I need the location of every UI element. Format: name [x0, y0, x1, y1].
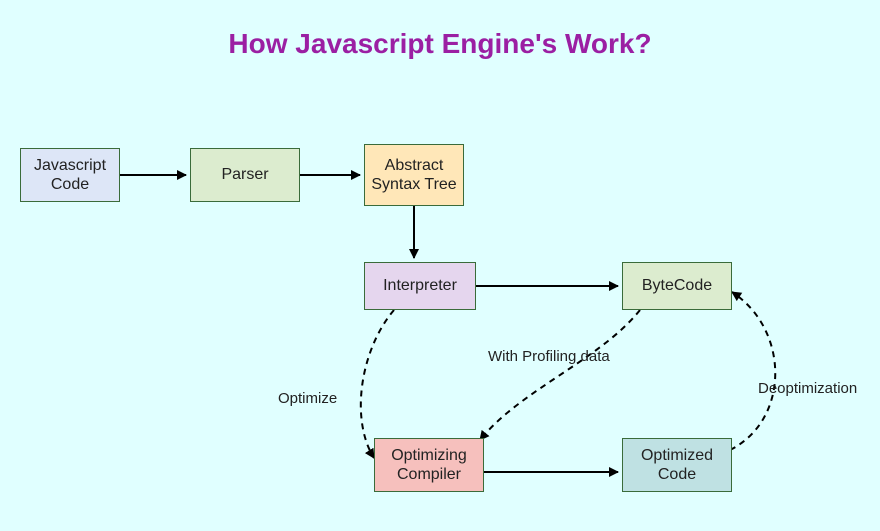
node-optcomp: OptimizingCompiler — [374, 438, 484, 492]
edge-label-e8: Deoptimization — [758, 380, 857, 397]
node-jscode: JavascriptCode — [20, 148, 120, 202]
diagram-title: How Javascript Engine's Work? — [0, 28, 880, 60]
edge-e7 — [480, 310, 640, 440]
edge-label-e7: With Profiling data — [488, 348, 610, 365]
edge-e6 — [361, 310, 394, 458]
node-bytecode: ByteCode — [622, 262, 732, 310]
edge-label-e6: Optimize — [278, 390, 337, 407]
node-interp: Interpreter — [364, 262, 476, 310]
node-parser: Parser — [190, 148, 300, 202]
diagram-canvas: How Javascript Engine's Work? Javascript… — [0, 0, 880, 531]
node-ast: AbstractSyntax Tree — [364, 144, 464, 206]
edge-e8 — [730, 292, 775, 450]
node-optcode: OptimizedCode — [622, 438, 732, 492]
